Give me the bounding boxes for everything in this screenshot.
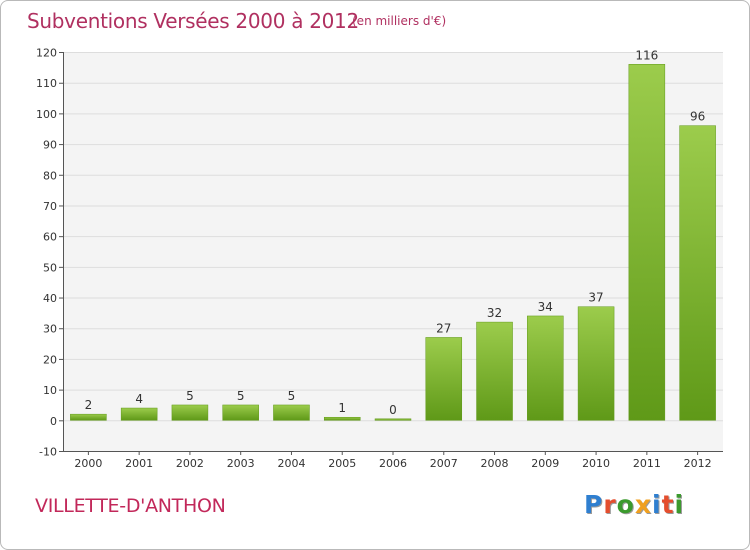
x-tick-label: 2012 [684,457,712,470]
bar [374,418,412,421]
data-label: 32 [487,306,502,320]
y-tick-label: 20 [43,353,57,366]
logo-letter: o [616,490,635,519]
x-tick-label: 2006 [379,457,407,470]
x-tick-label: 2011 [633,457,661,470]
data-label: 4 [135,392,143,406]
bar [171,404,209,421]
data-label: 37 [588,291,603,305]
chart-unit-label: (en milliers d'€) [352,14,447,28]
x-tick-label: 2003 [227,457,255,470]
y-tick-label: 50 [43,261,57,274]
y-tick-label: 120 [36,47,57,60]
logo-letter: i [674,490,685,519]
logo-letter: P [584,490,604,519]
y-tick-label: 90 [43,139,57,152]
data-label: 96 [690,110,705,124]
x-tick-label: 2002 [176,457,204,470]
logo-letter: i [652,490,662,519]
y-tick-label: -10 [39,446,57,459]
x-tick-label: 2008 [481,457,509,470]
y-tick-label: 60 [43,231,57,244]
bar [425,337,463,421]
logo-letter: r [603,490,617,519]
data-label: 1 [338,401,346,415]
commune-name: VILLETTE-D'ANTHON [35,495,226,517]
bar [120,407,158,421]
bar [527,315,564,421]
y-tick-label: 70 [43,200,57,213]
x-tick-label: 2000 [74,457,102,470]
y-tick-label: 100 [36,108,57,121]
bar [70,413,107,421]
bar [577,306,615,421]
logo-letter: t [661,490,675,519]
data-label: 5 [237,389,245,403]
data-label: 0 [389,403,397,417]
logo-letter: x [634,490,652,519]
bar [476,321,513,421]
y-tick-label: 0 [50,415,57,428]
x-tick-label: 2004 [277,457,305,470]
bar [222,404,259,421]
bars [70,64,716,421]
data-label: 5 [288,389,296,403]
data-label: 2 [85,398,93,412]
data-label: 34 [538,300,553,314]
proxiti-logo: Proxiti [584,490,684,519]
y-tick-label: 40 [43,292,57,305]
x-tick-label: 2009 [531,457,559,470]
x-tick-label: 2007 [430,457,458,470]
bar [323,416,361,421]
y-tick-label: 30 [43,323,57,336]
chart-title: Subventions Versées 2000 à 2012 [27,9,359,33]
bar [273,404,310,421]
x-tick-label: 2001 [125,457,153,470]
y-tick-label: 10 [43,384,57,397]
data-label: 116 [635,48,658,62]
data-labels: 2 4 5 5 5 1 0 27 32 34 37 116 96 [85,48,706,417]
x-tick-label: 2005 [328,457,356,470]
plot-area [63,52,723,451]
data-label: 27 [436,321,451,335]
bar [679,125,716,421]
y-tick-label: 110 [36,77,57,90]
bar [628,64,666,421]
y-tick-label: 80 [43,169,57,182]
data-label: 5 [186,389,194,403]
x-tick-label: 2010 [582,457,610,470]
